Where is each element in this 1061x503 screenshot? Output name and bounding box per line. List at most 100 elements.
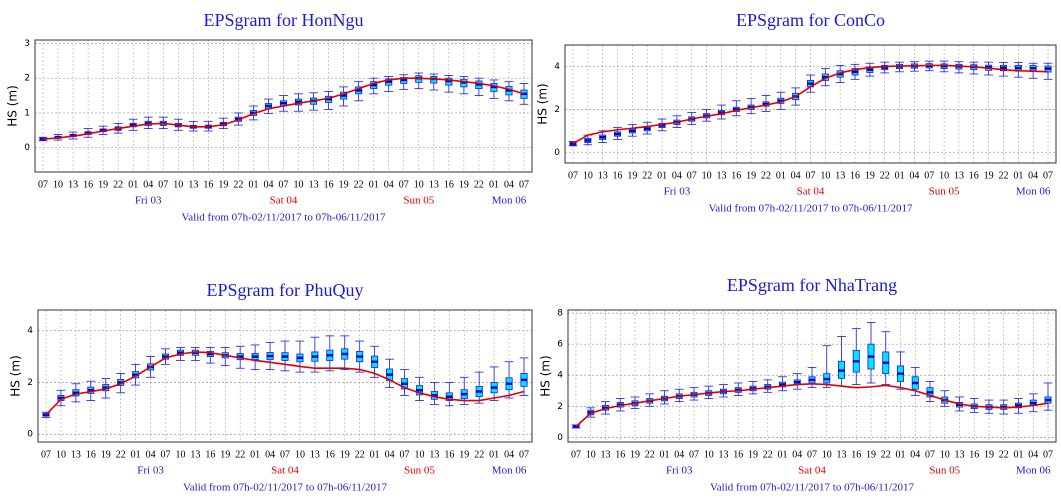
x-tick-label: 16 — [444, 179, 454, 190]
x-tick-label: 19 — [984, 170, 994, 181]
x-tick-label: 07 — [568, 170, 578, 181]
x-tick-label: 16 — [969, 449, 979, 460]
x-tick-label: 07 — [1043, 170, 1053, 181]
day-label: Mon 06 — [1016, 465, 1051, 477]
x-tick-label: 01 — [131, 449, 141, 460]
day-label: Fri 03 — [666, 465, 693, 477]
y-axis-label: HS (m) — [9, 355, 23, 397]
x-tick-label: 22 — [235, 449, 245, 460]
x-tick-label: 01 — [776, 170, 786, 181]
x-tick-label: 01 — [248, 179, 258, 190]
y-tick-label: 6 — [557, 340, 563, 350]
y-axis-label: HS (m) — [539, 355, 553, 397]
valid-period: Valid from 07h-02/11/2017 to 07h-06/11/2… — [182, 212, 386, 224]
x-tick-label: 19 — [627, 170, 637, 181]
day-label: Sun 05 — [929, 465, 960, 477]
x-tick-label: 16 — [850, 170, 860, 181]
x-tick-label: 13 — [598, 170, 608, 181]
x-tick-label: 07 — [571, 449, 581, 460]
x-tick-label: 01 — [489, 449, 499, 460]
y-tick-label: 0 — [557, 433, 563, 443]
x-tick-label: 13 — [837, 449, 847, 460]
day-label: Sun 05 — [929, 186, 960, 198]
x-tick-label: 19 — [746, 170, 756, 181]
panel: EPSgram for ConCo HS (m) 0 2 4 07 10 13 16 19 22 01… — [536, 10, 1057, 215]
x-tick-label: 19 — [340, 449, 350, 460]
deterministic-line — [575, 382, 1049, 428]
x-tick-label: 04 — [263, 179, 273, 190]
y-tick-label: 2 — [24, 74, 30, 84]
x-tick-label: 04 — [791, 170, 801, 181]
x-tick-label: 07 — [925, 449, 935, 460]
panel-title: EPSgram for HonNgu — [204, 10, 364, 30]
y-tick-label: 4 — [557, 371, 563, 381]
x-tick-label: 04 — [384, 179, 394, 190]
x-tick-label: 22 — [881, 449, 891, 460]
x-tick-label: 19 — [459, 179, 469, 190]
x-tick-label: 04 — [909, 170, 919, 181]
y-tick-label: 2 — [554, 105, 560, 115]
x-tick-label: 01 — [778, 449, 788, 460]
panel-title: EPSgram for ConCo — [736, 10, 885, 30]
x-tick-label: 16 — [86, 449, 96, 460]
x-tick-label: 16 — [203, 179, 213, 190]
x-tick-label: 13 — [429, 179, 439, 190]
x-tick-label: 13 — [719, 449, 729, 460]
x-tick-label: 19 — [630, 449, 640, 460]
x-tick-label: 10 — [939, 170, 949, 181]
day-label: Fri 03 — [137, 465, 164, 477]
deterministic-line — [572, 64, 1049, 145]
x-tick-label: 10 — [175, 449, 185, 460]
y-tick-label: 4 — [554, 62, 560, 72]
x-tick-label: 22 — [761, 170, 771, 181]
x-tick-label: 04 — [146, 449, 156, 460]
day-label: Sun 05 — [404, 465, 435, 477]
x-tick-label: 07 — [519, 449, 529, 460]
x-tick-label: 04 — [504, 179, 514, 190]
x-tick-label: 07 — [280, 449, 290, 460]
x-tick-label: 16 — [324, 179, 334, 190]
y-tick-label: 1 — [24, 108, 30, 118]
x-tick-label: 07 — [519, 179, 529, 190]
x-tick-label: 10 — [704, 449, 714, 460]
x-tick-label: 13 — [71, 449, 81, 460]
plot-frame — [567, 309, 1057, 443]
x-tick-label: 16 — [444, 449, 454, 460]
x-tick-label: 07 — [279, 179, 289, 190]
x-tick-label: 22 — [354, 179, 364, 190]
x-tick-label: 22 — [355, 449, 365, 460]
x-tick-label: 04 — [1028, 170, 1038, 181]
x-tick-label: 16 — [733, 449, 743, 460]
x-tick-label: 19 — [339, 179, 349, 190]
x-tick-label: 10 — [820, 170, 830, 181]
x-tick-label: 10 — [53, 179, 63, 190]
x-tick-label: 13 — [310, 449, 320, 460]
x-tick-label: 04 — [143, 179, 153, 190]
x-tick-label: 19 — [220, 449, 230, 460]
x-tick-label: 04 — [674, 449, 684, 460]
x-tick-label: 22 — [474, 449, 484, 460]
x-tick-label: 07 — [41, 449, 51, 460]
valid-period: Valid from 07h-02/11/2017 to 07h-06/11/2… — [710, 482, 914, 494]
x-tick-label: 22 — [113, 179, 123, 190]
x-tick-label: 07 — [806, 170, 816, 181]
x-tick-label: 07 — [689, 449, 699, 460]
x-tick-label: 13 — [954, 170, 964, 181]
x-tick-label: 07 — [399, 179, 409, 190]
day-label: Sat 04 — [270, 195, 298, 207]
x-tick-label: 01 — [370, 449, 380, 460]
day-label: Mon 06 — [492, 465, 527, 477]
x-tick-label: 16 — [205, 449, 215, 460]
x-tick-label: 07 — [158, 179, 168, 190]
x-tick-label: 04 — [265, 449, 275, 460]
plot-frame — [564, 44, 1057, 164]
x-tick-label: 16 — [851, 449, 861, 460]
y-tick-label: 2 — [27, 378, 33, 388]
plot-frame — [34, 39, 533, 173]
deterministic-line — [45, 351, 525, 416]
x-tick-label: 04 — [385, 449, 395, 460]
x-tick-label: 22 — [999, 449, 1009, 460]
x-tick-label: 07 — [807, 449, 817, 460]
day-label: Sun 05 — [403, 195, 434, 207]
